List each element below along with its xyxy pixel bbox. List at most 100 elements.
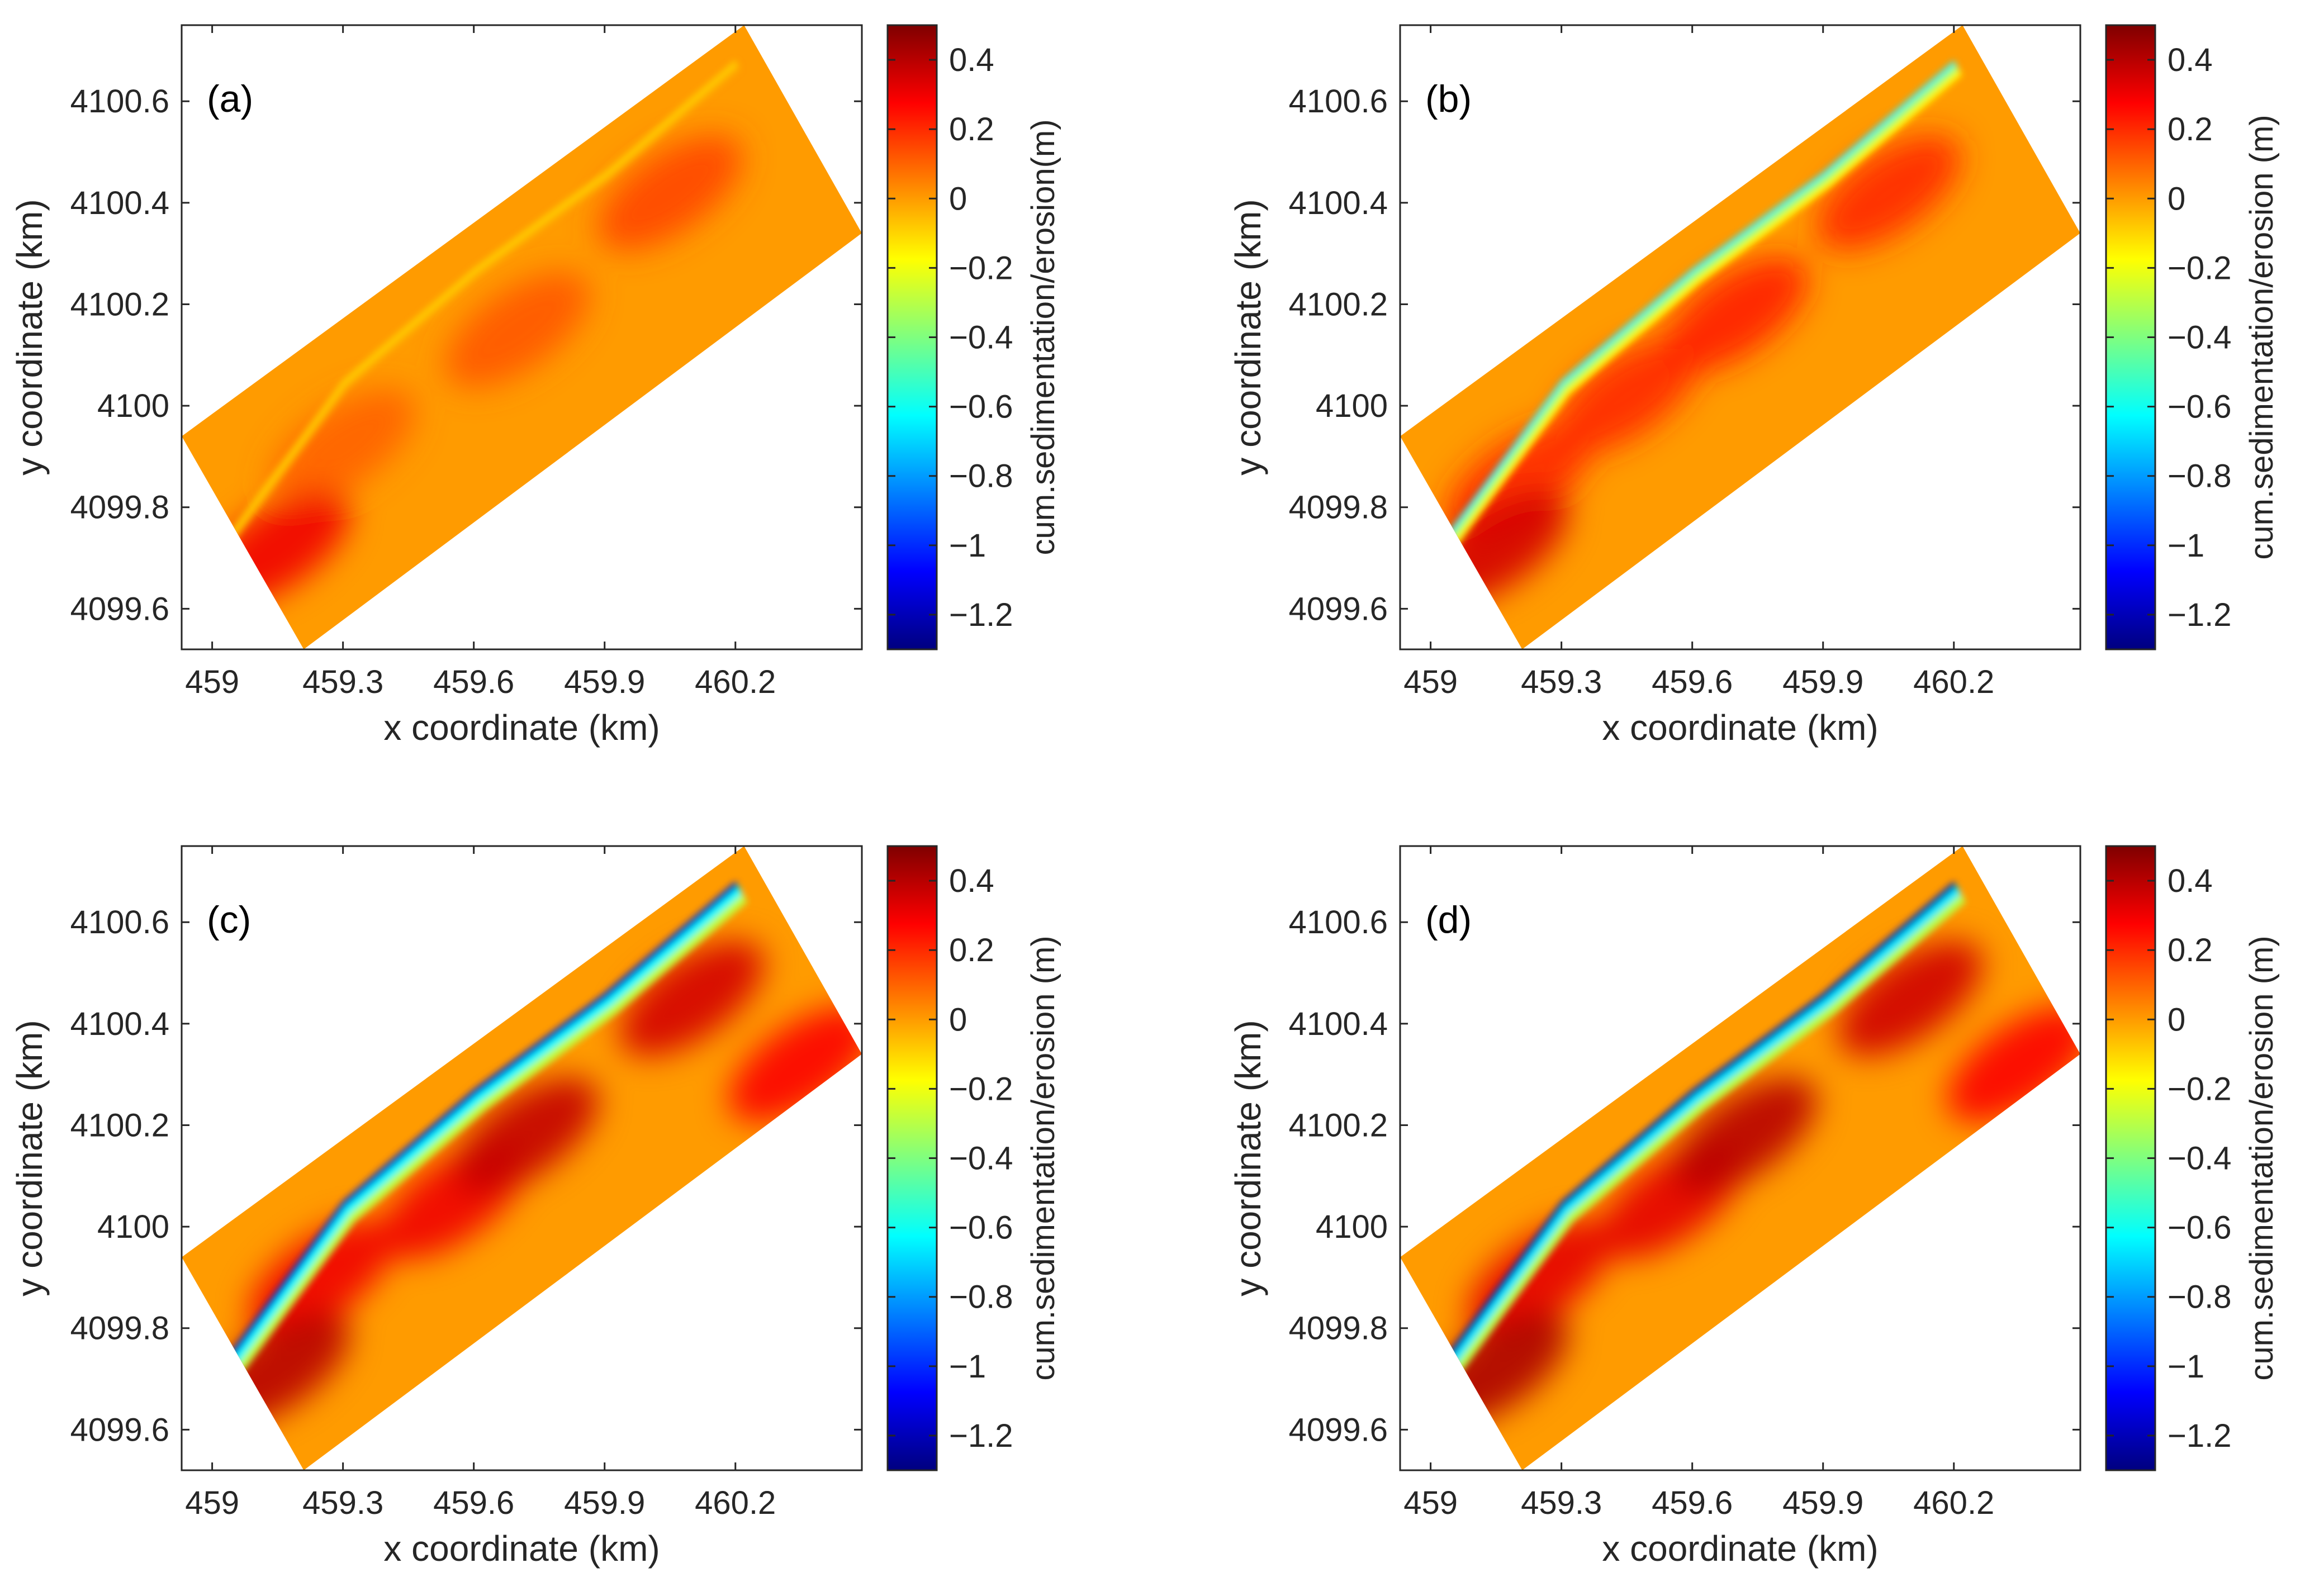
x-tick-label: 459.3 <box>302 1485 383 1521</box>
x-tick-label: 459.9 <box>1782 664 1863 700</box>
deposition-hotspot <box>728 1006 862 1122</box>
deposition-hotspot <box>1554 338 1699 454</box>
y-axis-label: y coordinate (km) <box>10 199 50 475</box>
deposition-hotspot <box>271 388 415 505</box>
y-tick-label: 4100.2 <box>1289 1107 1388 1143</box>
colorbar-tick-label: −1.2 <box>2168 597 2232 633</box>
colorbar-tick-label: 0.4 <box>949 863 994 899</box>
y-tick-label: 4100.2 <box>1289 286 1388 322</box>
colorbar <box>888 846 937 1470</box>
colorbar-label: cum.sedimentation/erosion (m) <box>2244 115 2280 559</box>
y-tick-label: 4100.6 <box>70 83 169 120</box>
colorbar-tick-label: −0.8 <box>949 458 1013 495</box>
x-axis-label: x coordinate (km) <box>383 707 660 748</box>
deposition-hotspot <box>1816 135 1961 251</box>
x-axis-label: x coordinate (km) <box>1602 707 1878 748</box>
colorbar-label: cum.sedimentation/erosion (m) <box>2244 935 2280 1380</box>
y-tick-label: 4100.6 <box>70 904 169 940</box>
x-tick-label: 460.2 <box>695 1485 776 1521</box>
erosion-band <box>1448 881 1961 1366</box>
y-tick-label: 4100.4 <box>1289 1006 1388 1042</box>
x-tick-label: 459.9 <box>564 1485 645 1521</box>
colorbar-tick-label: −1.2 <box>949 1418 1013 1454</box>
y-tick-label: 4100.2 <box>70 286 169 322</box>
deposition-hotspot <box>1838 940 1983 1056</box>
deposition-hotspot <box>1663 256 1808 373</box>
field <box>1400 25 2080 649</box>
x-tick-label: 459 <box>185 664 239 700</box>
colorbar-tick-label: −0.6 <box>2168 1210 2232 1246</box>
panel-c: 459 459.3 459.6 459.9 460.2 4099.6 4099.8 4100 4… <box>10 845 1061 1569</box>
y-axis-label: y coordinate (km) <box>1228 199 1268 475</box>
field <box>182 25 862 649</box>
colorbar-tick-label: −1 <box>949 1348 986 1385</box>
colorbar-tick-label: −1 <box>2168 528 2204 564</box>
x-tick-label: 459.6 <box>1652 1485 1733 1521</box>
y-tick-label: 4099.6 <box>70 1412 169 1448</box>
colorbar-tick-label: 0.2 <box>2168 111 2213 148</box>
x-tick-label: 460.2 <box>1913 664 1994 700</box>
colorbar-tick-label: −0.2 <box>949 250 1013 286</box>
panel-b: 459 459.3 459.6 459.9 460.2 4099.6 4099.8 4100 4… <box>1228 24 2280 748</box>
x-tick-label: 459 <box>185 1485 239 1521</box>
deposition-hotspot <box>619 940 765 1056</box>
erosion-band <box>229 881 748 1374</box>
colorbar-label: cum.sedimentation/erosion (m) <box>1025 935 1061 1380</box>
colorbar-tick-label: −0.2 <box>2168 1071 2232 1107</box>
x-tick-label: 459.6 <box>433 664 514 700</box>
axes-frame <box>1399 24 2081 650</box>
panel-a: 459 459.3 459.6 459.9 460.2 4099.6 4099.8 4100 4… <box>10 24 1061 748</box>
y-tick-label: 4099.8 <box>70 1310 169 1347</box>
colorbar-tick-label: −1 <box>949 528 986 564</box>
colorbar-tick-label: 0.4 <box>2168 42 2213 78</box>
deposition-hotspot <box>1672 1077 1817 1194</box>
erosion-band <box>1448 881 1966 1374</box>
x-tick-label: 459 <box>1403 1485 1458 1521</box>
deposition-hotspot <box>597 135 743 251</box>
colorbar-tick-label: −0.4 <box>2168 320 2232 356</box>
colorbar-tick-label: 0.4 <box>949 42 994 78</box>
x-tick-label: 459.3 <box>302 664 383 700</box>
y-tick-label: 4099.8 <box>70 490 169 526</box>
erosion-band <box>1448 60 1959 542</box>
x-axis-label: x coordinate (km) <box>383 1528 660 1569</box>
colorbar-tick-label: −0.8 <box>2168 1279 2232 1315</box>
colorbar-tick-label: −0.2 <box>2168 250 2232 286</box>
deposition-hotspot <box>454 1077 599 1194</box>
axes-frame <box>1399 845 2081 1471</box>
colorbar-tick-label: 0.2 <box>949 111 994 148</box>
axes-frame <box>181 24 863 650</box>
colorbar-tick-label: 0.2 <box>949 932 994 968</box>
panel-label: (a) <box>207 78 253 120</box>
colorbar <box>2106 25 2155 649</box>
colorbar <box>888 25 937 649</box>
colorbar-tick-label: 0 <box>2168 180 2185 217</box>
panel-label: (b) <box>1425 78 1472 120</box>
y-tick-label: 4099.8 <box>1289 1310 1388 1347</box>
x-tick-label: 459.3 <box>1521 1485 1602 1521</box>
erosion-band <box>229 60 738 538</box>
x-tick-label: 460.2 <box>1913 1485 1994 1521</box>
y-axis-label: y coordinate (km) <box>1228 1020 1268 1296</box>
colorbar-tick-label: −0.6 <box>949 389 1013 425</box>
erosion-band <box>229 60 741 541</box>
y-tick-label: 4099.6 <box>70 591 169 627</box>
deposition-hotspot <box>1947 1006 2080 1122</box>
colorbar-tick-label: −0.6 <box>949 1210 1013 1246</box>
colorbar-tick-label: −1.2 <box>2168 1418 2232 1454</box>
y-tick-label: 4100 <box>1316 1209 1388 1245</box>
y-axis-label: y coordinate (km) <box>10 1020 50 1296</box>
y-tick-label: 4100.2 <box>70 1107 169 1143</box>
x-tick-label: 459.3 <box>1521 664 1602 700</box>
x-tick-label: 459.6 <box>1652 664 1733 700</box>
panel-label: (c) <box>207 899 251 941</box>
y-tick-label: 4100.4 <box>70 185 169 221</box>
colorbar-tick-label: −0.8 <box>949 1279 1013 1315</box>
colorbar-tick-label: 0 <box>949 180 967 217</box>
y-tick-label: 4100 <box>97 1209 169 1245</box>
y-tick-label: 4100.6 <box>1289 83 1388 120</box>
colorbar-tick-label: −1.2 <box>949 597 1013 633</box>
x-axis-label: x coordinate (km) <box>1602 1528 1878 1569</box>
y-tick-label: 4100.4 <box>70 1006 169 1042</box>
